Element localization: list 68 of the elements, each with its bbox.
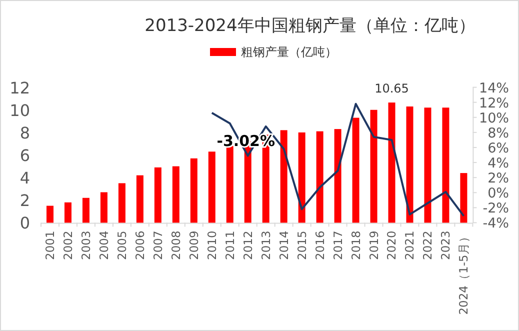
bar (64, 202, 72, 223)
bar (280, 130, 288, 223)
x-tick-label: 2013 (258, 230, 273, 260)
bar (136, 175, 144, 223)
y-tick-label: 2 (20, 191, 30, 210)
data-label: 10.65 (374, 82, 409, 96)
bar (298, 132, 306, 223)
bar (190, 158, 198, 223)
bar (388, 102, 396, 223)
x-tick-label: 2010 (204, 230, 219, 260)
x-tick-label: 2020 (384, 230, 399, 260)
bar (82, 198, 90, 223)
y2-tick-label: 6% (488, 140, 510, 156)
y-tick-label: 0 (20, 214, 30, 233)
y-tick-label: 6 (20, 146, 30, 165)
legend-label: 粗钢产量（亿吨） (241, 45, 337, 59)
y2-tick-label: 2% (488, 170, 510, 187)
y2-tick-label: -4% (482, 216, 510, 232)
x-tick-label: 2016 (312, 230, 327, 260)
x-tick-label: 2024（1-5月） (456, 230, 471, 315)
x-tick-label: 2015 (294, 230, 309, 260)
x-tick-label: 2021 (402, 230, 417, 260)
bar (406, 106, 414, 223)
bar (172, 166, 180, 223)
x-tick-label: 2009 (186, 230, 201, 260)
y2-tick-label: 8% (488, 125, 510, 142)
y-tick-label: 8 (20, 123, 30, 142)
y2-tick-label: 10% (478, 110, 510, 126)
y2-tick-label: 12% (478, 95, 510, 112)
y2-tick-label: 4% (488, 156, 510, 172)
y-tick-label: 4 (20, 168, 30, 188)
y-tick-label: 10 (10, 100, 30, 120)
bar (442, 108, 450, 223)
x-tick-label: 2005 (114, 230, 129, 260)
x-tick-label: 2019 (366, 230, 381, 260)
bar (208, 152, 216, 223)
y2-tick-label: 14% (478, 80, 510, 96)
y2-tick-label: 0% (488, 186, 510, 202)
x-tick-label: 2014 (276, 230, 291, 260)
x-tick-label: 2008 (168, 230, 183, 260)
bar (334, 129, 342, 223)
x-tick-label: 2012 (240, 230, 255, 260)
y-tick-label: 12 (10, 78, 30, 98)
x-tick-label: 2023 (438, 230, 453, 260)
bar (118, 183, 126, 223)
bar (100, 192, 108, 223)
bar (352, 118, 360, 223)
x-tick-label: 2007 (150, 230, 165, 260)
bar (154, 167, 162, 223)
bar (424, 108, 432, 223)
bar (226, 146, 234, 223)
bar (316, 131, 324, 223)
x-tick-label: 2017 (330, 230, 345, 260)
x-tick-label: 2003 (78, 230, 93, 260)
bar (370, 110, 378, 223)
legend: 粗钢产量（亿吨） (210, 45, 337, 59)
x-tick-label: 2006 (132, 230, 147, 260)
chart-title: 2013-2024年中国粗钢产量（单位：亿吨） (144, 16, 476, 36)
x-tick-label: 2002 (60, 230, 75, 260)
x-tick-label: 2004 (96, 230, 111, 260)
x-tick-label: 2022 (420, 230, 435, 260)
line-series (210, 102, 465, 217)
bar (460, 173, 468, 223)
y2-tick-label: -2% (482, 200, 510, 217)
bar (46, 206, 54, 223)
x-tick-label: 2011 (222, 230, 237, 260)
x-tick-label: 2001 (42, 230, 57, 260)
x-tick-label: 2018 (348, 230, 363, 260)
